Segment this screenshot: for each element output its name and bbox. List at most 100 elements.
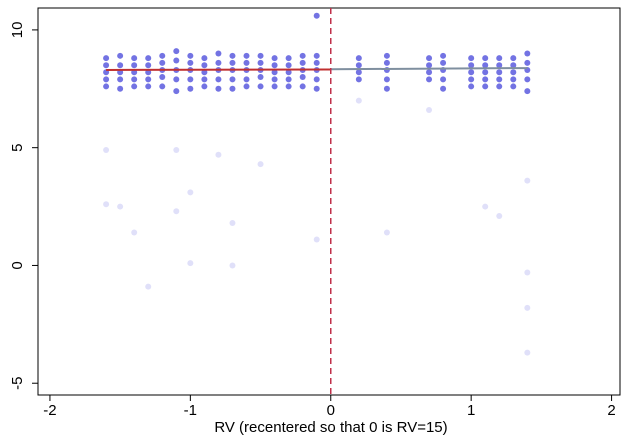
point xyxy=(524,304,531,311)
point xyxy=(201,55,208,62)
point xyxy=(229,59,236,66)
point xyxy=(131,76,138,83)
point xyxy=(468,69,475,76)
point xyxy=(117,52,124,59)
point xyxy=(285,76,292,83)
point xyxy=(257,83,264,90)
point xyxy=(173,57,180,64)
point xyxy=(313,52,320,59)
point xyxy=(482,203,489,210)
point xyxy=(524,50,531,57)
fit-line xyxy=(330,67,528,71)
point xyxy=(355,62,362,69)
y-tick-label: 0 xyxy=(9,261,26,269)
point xyxy=(159,83,166,90)
point xyxy=(299,83,306,90)
point xyxy=(524,177,531,184)
point xyxy=(496,55,503,62)
point xyxy=(355,69,362,76)
point xyxy=(103,147,110,154)
y-tick-label: 5 xyxy=(9,144,26,152)
point xyxy=(173,208,180,215)
point xyxy=(271,76,278,83)
x-axis-label: RV (recentered so that 0 is RV=15) xyxy=(214,419,447,436)
point xyxy=(159,74,166,81)
point xyxy=(468,76,475,83)
point xyxy=(355,55,362,62)
point xyxy=(187,52,194,59)
point xyxy=(383,229,390,236)
point xyxy=(510,69,517,76)
point xyxy=(145,55,152,62)
point xyxy=(510,62,517,69)
point xyxy=(187,59,194,66)
point xyxy=(510,83,517,90)
point xyxy=(103,76,110,83)
point xyxy=(440,59,447,66)
point xyxy=(229,262,236,269)
point xyxy=(271,69,278,76)
point xyxy=(510,76,517,83)
point xyxy=(482,83,489,90)
point xyxy=(103,83,110,90)
point xyxy=(229,220,236,227)
point xyxy=(496,76,503,83)
point xyxy=(299,59,306,66)
point xyxy=(173,147,180,154)
point xyxy=(257,74,264,81)
point xyxy=(313,76,320,83)
point xyxy=(103,55,110,62)
point xyxy=(257,161,264,168)
point xyxy=(243,76,250,83)
point xyxy=(426,76,433,83)
point xyxy=(468,83,475,90)
point xyxy=(187,189,194,196)
point xyxy=(355,76,362,83)
point xyxy=(257,59,264,66)
point xyxy=(496,62,503,69)
point xyxy=(187,85,194,92)
point xyxy=(285,55,292,62)
point xyxy=(383,52,390,59)
point xyxy=(313,59,320,66)
point xyxy=(201,62,208,69)
point xyxy=(299,52,306,59)
point xyxy=(159,59,166,66)
point xyxy=(187,76,194,83)
point xyxy=(131,83,138,90)
point xyxy=(145,62,152,69)
point xyxy=(243,83,250,90)
point xyxy=(201,69,208,76)
point xyxy=(524,88,531,95)
point xyxy=(159,52,166,59)
point xyxy=(117,85,124,92)
x-tick-label: -2 xyxy=(43,402,56,419)
point xyxy=(383,59,390,66)
point xyxy=(285,83,292,90)
point xyxy=(440,52,447,59)
point xyxy=(426,106,433,113)
point xyxy=(145,76,152,83)
point xyxy=(299,74,306,81)
x-tick-label: 1 xyxy=(467,402,475,419)
point xyxy=(243,59,250,66)
point xyxy=(482,69,489,76)
point xyxy=(173,88,180,95)
point xyxy=(510,55,517,62)
point xyxy=(131,62,138,69)
point xyxy=(524,76,531,83)
point xyxy=(229,76,236,83)
point xyxy=(496,212,503,219)
point xyxy=(383,76,390,83)
y-tick-label: 10 xyxy=(9,22,26,39)
point xyxy=(215,76,222,83)
point xyxy=(215,50,222,57)
point xyxy=(496,83,503,90)
point xyxy=(440,85,447,92)
x-tick-label: -1 xyxy=(184,402,197,419)
point xyxy=(285,62,292,69)
point xyxy=(145,283,152,290)
point xyxy=(173,76,180,83)
point xyxy=(440,76,447,83)
point xyxy=(229,85,236,92)
